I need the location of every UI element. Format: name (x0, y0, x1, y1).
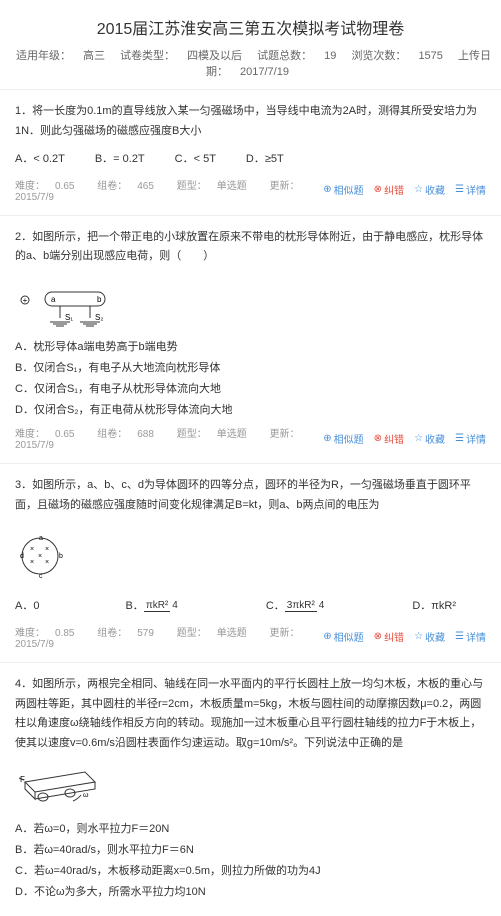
views-value: 1575 (418, 50, 442, 62)
q2-opt-a: A．枕形导体a端电势高于b端电势 (15, 338, 486, 354)
q4-opt-d: D．不论ω为多大，所需水平拉力均10N (15, 883, 486, 899)
star-icon: ☆ (414, 433, 423, 444)
svg-text:+: + (23, 296, 28, 305)
svg-text:a: a (51, 295, 56, 304)
q4-opt-b: B．若ω=40rad/s，则水平拉力F＝6N (15, 841, 486, 857)
q2-footer: 难度：0.65 组卷：688 题型：单选题 更新：2015/7/9 ⊕相似题 ⊗… (15, 425, 486, 451)
plus-icon: ⊕ (323, 184, 331, 195)
detail-icon: ☰ (455, 631, 464, 642)
plus-icon: ⊕ (323, 631, 331, 642)
q4-figure: ω F (15, 767, 105, 815)
svg-text:×: × (45, 559, 49, 566)
paper-title: 2015届江苏淮安高三第五次模拟考试物理卷 (0, 15, 501, 39)
similar-link[interactable]: ⊕相似题 (323, 431, 363, 446)
svg-text:d: d (20, 553, 24, 560)
q2-figure: + a b S₁ S₂ (15, 280, 125, 333)
q3-opt-c: C．3πkR²4 (266, 597, 327, 613)
warn-icon: ⊗ (374, 184, 382, 195)
svg-text:×: × (30, 559, 34, 566)
views-label: 浏览次数： (351, 50, 406, 62)
q2-opt-d: D．仅闭合S₂，有正电荷从枕形导体流向大地 (15, 401, 486, 417)
detail-icon: ☰ (455, 184, 464, 195)
q1-opt-d: D．≥5T (246, 150, 284, 166)
paper-meta: 适用年级：高三 试卷类型：四模及以后 试题总数：19 浏览次数：1575 上传日… (0, 47, 501, 79)
warn-icon: ⊗ (374, 631, 382, 642)
q3-options: A．0 B．πkR²4 C．3πkR²4 D．πkR² (15, 597, 486, 616)
q1-opt-c: C．< 5T (175, 150, 216, 166)
q1-options: A．< 0.2T B．= 0.2T C．< 5T D．≥5T (15, 150, 486, 169)
count-value: 19 (324, 50, 336, 62)
q2-opt-b: B．仅闭合S₁，有电子从大地流向枕形导体 (15, 359, 486, 375)
q1-opt-a: A．< 0.2T (15, 150, 65, 166)
q1-opt-b: B．= 0.2T (95, 150, 145, 166)
svg-text:S₁: S₁ (65, 313, 73, 322)
grade-value: 高三 (83, 50, 105, 62)
q3-opt-d: D．πkR² (412, 597, 456, 613)
grade-label: 适用年级： (16, 50, 71, 62)
type-label: 试卷类型： (120, 50, 175, 62)
paper-header: 2015届江苏淮安高三第五次模拟考试物理卷 适用年级： 高三 试卷类型： 四模及以后… (0, 0, 501, 89)
q1-footer: 难度：0.65 组卷：465 题型：单选题 更新：2015/7/9 ⊕相似题 ⊗… (15, 177, 486, 203)
q4-opt-c: C．若ω=40rad/s，木板移动距离x=0.5m，则拉力所做的功为4J (15, 862, 486, 878)
star-icon: ☆ (414, 631, 423, 642)
q2-options: A．枕形导体a端电势高于b端电势 B．仅闭合S₁，有电子从大地流向枕形导体 C．… (15, 338, 486, 417)
svg-text:c: c (39, 573, 43, 580)
question-3: 3．如图所示，a、b、c、d为导体圆环的四等分点，圆环的半径为R，一匀强磁场垂直… (0, 463, 501, 662)
svg-text:a: a (39, 535, 43, 542)
q3-footer: 难度：0.85 组卷：579 题型：单选题 更新：2015/7/9 ⊕相似题 ⊗… (15, 624, 486, 650)
q4-text: 4．如图所示，两根完全相同、轴线在同一水平面内的平行长圆柱上放一均匀木板，木板的… (15, 675, 486, 754)
svg-text:S₂: S₂ (95, 313, 103, 322)
svg-text:b: b (97, 295, 102, 304)
collect-link[interactable]: ☆收藏 (414, 431, 445, 446)
question-2: 2．如图所示，把一个带正电的小球放置在原来不带电的枕形导体附近，由于静电感应，枕… (0, 215, 501, 464)
date-value: 2017/7/19 (240, 66, 289, 78)
q2-text: 2．如图所示，把一个带正电的小球放置在原来不带电的枕形导体附近，由于静电感应，枕… (15, 228, 486, 268)
svg-text:b: b (59, 553, 63, 560)
similar-link[interactable]: ⊕相似题 (323, 629, 363, 644)
q1-text: 1．将一长度为0.1m的直导线放入某一匀强磁场中，当导线中电流为2A时，测得其所… (15, 102, 486, 142)
q4-opt-a: A．若ω=0，则水平拉力F＝20N (15, 820, 486, 836)
jiucuo-link[interactable]: ⊗纠错 (374, 629, 404, 644)
q4-options: A．若ω=0，则水平拉力F＝20N B．若ω=40rad/s，则水平拉力F＝6N… (15, 820, 486, 899)
svg-text:×: × (30, 546, 34, 553)
q3-opt-a: A．0 (15, 597, 39, 613)
svg-text:×: × (38, 553, 42, 560)
detail-link[interactable]: ☰详情 (455, 182, 486, 197)
q3-text: 3．如图所示，a、b、c、d为导体圆环的四等分点，圆环的半径为R，一匀强磁场垂直… (15, 476, 486, 516)
collect-link[interactable]: ☆收藏 (414, 182, 445, 197)
detail-icon: ☰ (455, 433, 464, 444)
similar-link[interactable]: ⊕相似题 (323, 182, 363, 197)
detail-link[interactable]: ☰详情 (455, 629, 486, 644)
count-label: 试题总数： (257, 50, 312, 62)
star-icon: ☆ (414, 184, 423, 195)
detail-link[interactable]: ☰详情 (455, 431, 486, 446)
q3-opt-b: B．πkR²4 (125, 597, 179, 613)
warn-icon: ⊗ (374, 433, 382, 444)
jiucuo-link[interactable]: ⊗纠错 (374, 431, 404, 446)
plus-icon: ⊕ (323, 433, 331, 444)
collect-link[interactable]: ☆收藏 (414, 629, 445, 644)
q3-figure: ab cd ×× ×× × (15, 529, 75, 587)
q2-opt-c: C．仅闭合S₁，有电子从枕形导体流向大地 (15, 380, 486, 396)
question-4: 4．如图所示，两根完全相同、轴线在同一水平面内的平行长圆柱上放一均匀木板，木板的… (0, 662, 501, 916)
svg-text:ω: ω (83, 792, 89, 799)
type-value: 四模及以后 (187, 50, 242, 62)
question-1: 1．将一长度为0.1m的直导线放入某一匀强磁场中，当导线中电流为2A时，测得其所… (0, 89, 501, 215)
svg-text:×: × (45, 546, 49, 553)
jiucuo-link[interactable]: ⊗纠错 (374, 182, 404, 197)
